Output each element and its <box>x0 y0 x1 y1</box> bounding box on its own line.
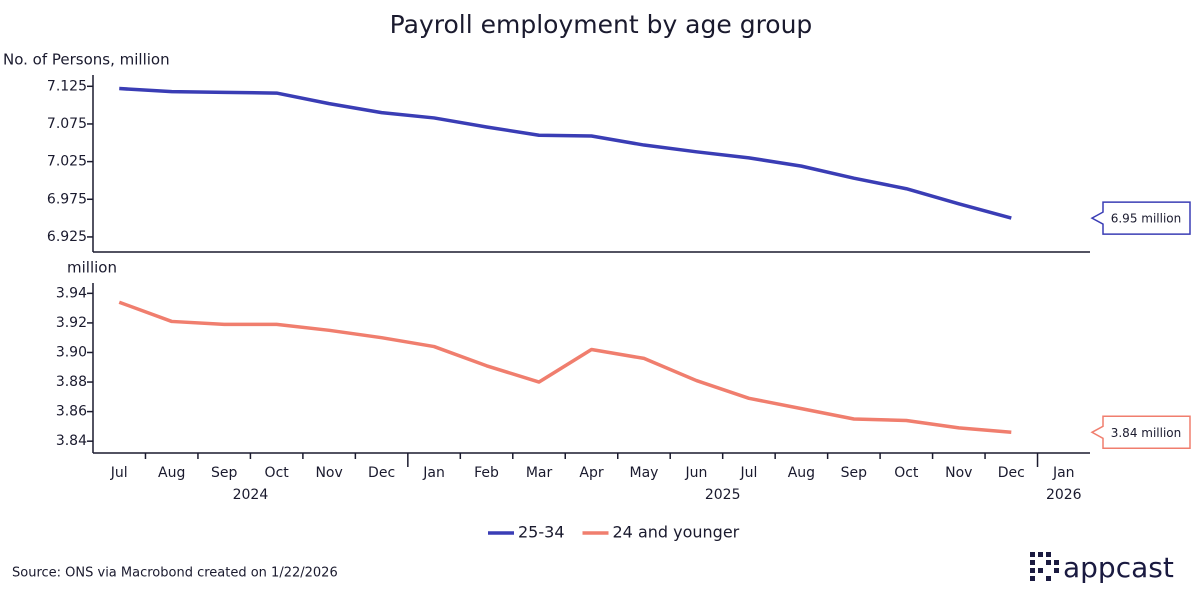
year-label: 2026 <box>1046 487 1082 503</box>
y-tick-label: 3.94 <box>56 285 87 301</box>
y-tick-label: 3.86 <box>56 404 87 420</box>
x-tick-label: Jun <box>685 465 708 481</box>
logo: appcast <box>1063 551 1174 584</box>
annotation: 6.95 million <box>1111 212 1182 226</box>
y-tick-label: 3.88 <box>56 374 87 390</box>
year-label: 2025 <box>705 487 741 503</box>
x-tick-label: Apr <box>579 465 603 481</box>
x-tick-label: Aug <box>158 465 185 481</box>
y-tick-label: 7.125 <box>47 78 87 94</box>
x-tick-label: Sep <box>841 465 868 481</box>
y-tick-label: 3.90 <box>56 344 87 360</box>
x-tick-label: Oct <box>265 465 290 481</box>
x-tick-label: Mar <box>526 465 553 481</box>
x-tick-label: Aug <box>788 465 815 481</box>
y-tick-label: 3.84 <box>56 433 87 449</box>
x-tick-label: Jan <box>1052 465 1075 481</box>
legend-label: 24 and younger <box>613 523 740 542</box>
annotation-box <box>1090 415 1191 450</box>
annotation: 3.84 million <box>1111 426 1182 440</box>
legend-label: 25-34 <box>518 523 565 542</box>
y-tick-label: 7.075 <box>47 116 87 132</box>
x-tick-label: May <box>629 465 658 481</box>
y-axis-label: No. of Persons, million <box>3 51 170 69</box>
x-tick-label: Dec <box>998 465 1025 481</box>
y-tick-label: 3.92 <box>56 315 87 331</box>
y-tick-label: 7.025 <box>47 154 87 170</box>
x-tick-label: Feb <box>474 465 499 481</box>
y-tick-label: 6.975 <box>47 191 87 207</box>
source: Source: ONS via Macrobond created on 1/2… <box>12 566 338 581</box>
x-tick-label: Sep <box>211 465 238 481</box>
x-tick-label: Nov <box>315 465 342 481</box>
logo-icon <box>1030 552 1059 581</box>
data-line <box>119 86 1012 220</box>
x-tick-label: Dec <box>368 465 395 481</box>
x-tick-label: Jul <box>739 465 757 481</box>
annotation-box <box>1090 201 1191 235</box>
y-axis-label: million <box>67 259 117 277</box>
chart-title: Payroll employment by age group <box>390 10 813 39</box>
data-line <box>118 300 1012 435</box>
x-tick-label: Jan <box>422 465 445 481</box>
x-tick-label: Nov <box>945 465 972 481</box>
x-tick-label: Oct <box>894 465 919 481</box>
x-tick-label: Jul <box>110 465 128 481</box>
year-label: 2024 <box>233 487 269 503</box>
y-tick-label: 6.925 <box>47 229 87 245</box>
